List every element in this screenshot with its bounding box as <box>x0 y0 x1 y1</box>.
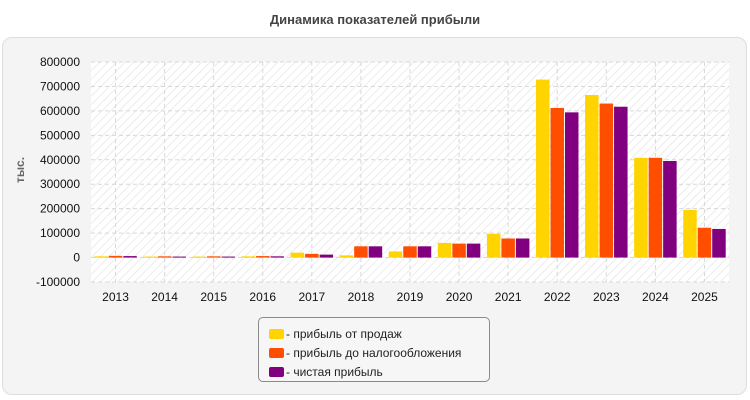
bar-чистая-прибыль-2013 <box>123 256 137 258</box>
bar-прибыль-от-продаж-2023 <box>585 95 599 258</box>
legend-swatch <box>269 366 284 377</box>
legend-label: - чистая прибыль <box>286 364 383 379</box>
bar-прибыль-от-продаж-2014 <box>143 256 157 258</box>
bar-прибыль-до-налогообложения-2022 <box>550 107 564 258</box>
bar-прибыль-от-продаж-2018 <box>339 255 354 258</box>
bar-прибыль-до-налогообложения-2025 <box>697 227 712 258</box>
x-tick-label: 2015 <box>200 290 227 304</box>
bar-чистая-прибыль-2018 <box>368 246 383 258</box>
bar-чистая-прибыль-2014 <box>172 256 186 258</box>
bar-чистая-прибыль-2023 <box>614 106 628 258</box>
bar-прибыль-до-налогообложения-2013 <box>108 255 123 258</box>
bar-чистая-прибыль-2022 <box>564 112 579 258</box>
legend: - прибыль от продаж - прибыль до налогоо… <box>258 317 490 382</box>
bar-чистая-прибыль-2025 <box>712 228 726 258</box>
y-tick-label: 700000 <box>40 79 80 93</box>
legend-swatch <box>269 347 284 358</box>
x-tick-label: 2020 <box>446 290 473 304</box>
x-tick-label: 2021 <box>495 290 522 304</box>
legend-swatch <box>269 328 284 339</box>
bar-прибыль-до-налогообложения-2023 <box>599 103 614 258</box>
x-tick-label: 2016 <box>249 290 276 304</box>
bar-прибыль-от-продаж-2016 <box>241 256 256 258</box>
y-tick-label: 400000 <box>40 153 80 167</box>
y-tick-label: 100000 <box>40 226 80 240</box>
bar-прибыль-от-продаж-2022 <box>535 79 550 258</box>
bar-прибыль-от-продаж-2024 <box>634 157 648 258</box>
legend-label: - прибыль от продаж <box>286 326 402 341</box>
x-tick-label: 2014 <box>151 290 178 304</box>
bar-прибыль-от-продаж-2015 <box>192 256 206 258</box>
bars <box>94 79 726 258</box>
bar-прибыль-от-продаж-2020 <box>437 242 452 258</box>
bar-прибыль-до-налогообложения-2024 <box>648 157 663 258</box>
bar-прибыль-до-налогообложения-2020 <box>452 243 466 258</box>
legend-item: - прибыль от продаж <box>259 324 489 343</box>
legend-label: - прибыль до налогообложения <box>286 345 462 360</box>
x-tick-label: 2013 <box>102 290 129 304</box>
bar-прибыль-от-продаж-2017 <box>290 252 305 258</box>
x-tick-label: 2019 <box>397 290 424 304</box>
bar-чистая-прибыль-2020 <box>466 243 481 258</box>
x-tick-label: 2025 <box>691 290 718 304</box>
y-tick-label: 200000 <box>40 202 80 216</box>
bar-прибыль-до-налогообложения-2017 <box>305 253 319 258</box>
bar-прибыль-от-продаж-2013 <box>94 256 108 258</box>
y-tick-label: 0 <box>73 251 80 265</box>
bar-прибыль-от-продаж-2025 <box>683 209 697 258</box>
x-tick-labels: 2013 2014 2015 2016 2017 2018 2019 2020 2021 2022… <box>102 290 718 304</box>
legend-item: - чистая прибыль <box>259 362 489 381</box>
bar-прибыль-до-налогообложения-2014 <box>157 256 172 258</box>
x-tick-label: 2018 <box>348 290 375 304</box>
bar-прибыль-до-налогообложения-2016 <box>256 256 270 258</box>
x-tick-label: 2022 <box>544 290 571 304</box>
bar-прибыль-до-налогообложения-2015 <box>206 256 221 258</box>
y-axis-label: тыс. <box>13 157 27 183</box>
bar-прибыль-до-налогообложения-2019 <box>403 246 417 258</box>
y-tick-label: 800000 <box>40 55 80 69</box>
bar-чистая-прибыль-2019 <box>417 246 432 258</box>
x-tick-label: 2024 <box>642 290 669 304</box>
y-tick-label: -100000 <box>36 275 80 289</box>
bar-чистая-прибыль-2021 <box>515 238 530 258</box>
legend-item: - прибыль до налогообложения <box>259 343 489 362</box>
bar-прибыль-от-продаж-2019 <box>388 251 403 258</box>
chart-title: Динамика показателей прибыли <box>269 12 481 27</box>
x-tick-label: 2017 <box>298 290 325 304</box>
y-tick-label: 500000 <box>40 128 80 142</box>
y-tick-label: 300000 <box>40 177 80 191</box>
bar-прибыль-до-налогообложения-2018 <box>354 246 368 258</box>
y-tick-label: 600000 <box>40 104 80 118</box>
bar-прибыль-от-продаж-2021 <box>486 233 501 258</box>
bar-чистая-прибыль-2016 <box>270 256 285 258</box>
x-tick-label: 2023 <box>593 290 620 304</box>
bar-чистая-прибыль-2015 <box>221 256 235 258</box>
bar-чистая-прибыль-2017 <box>319 254 334 258</box>
bar-прибыль-до-налогообложения-2021 <box>501 238 515 258</box>
bar-чистая-прибыль-2024 <box>663 161 677 258</box>
y-tick-labels: -100000 0 100000 200000 300000 400000 500000 60… <box>36 55 80 289</box>
